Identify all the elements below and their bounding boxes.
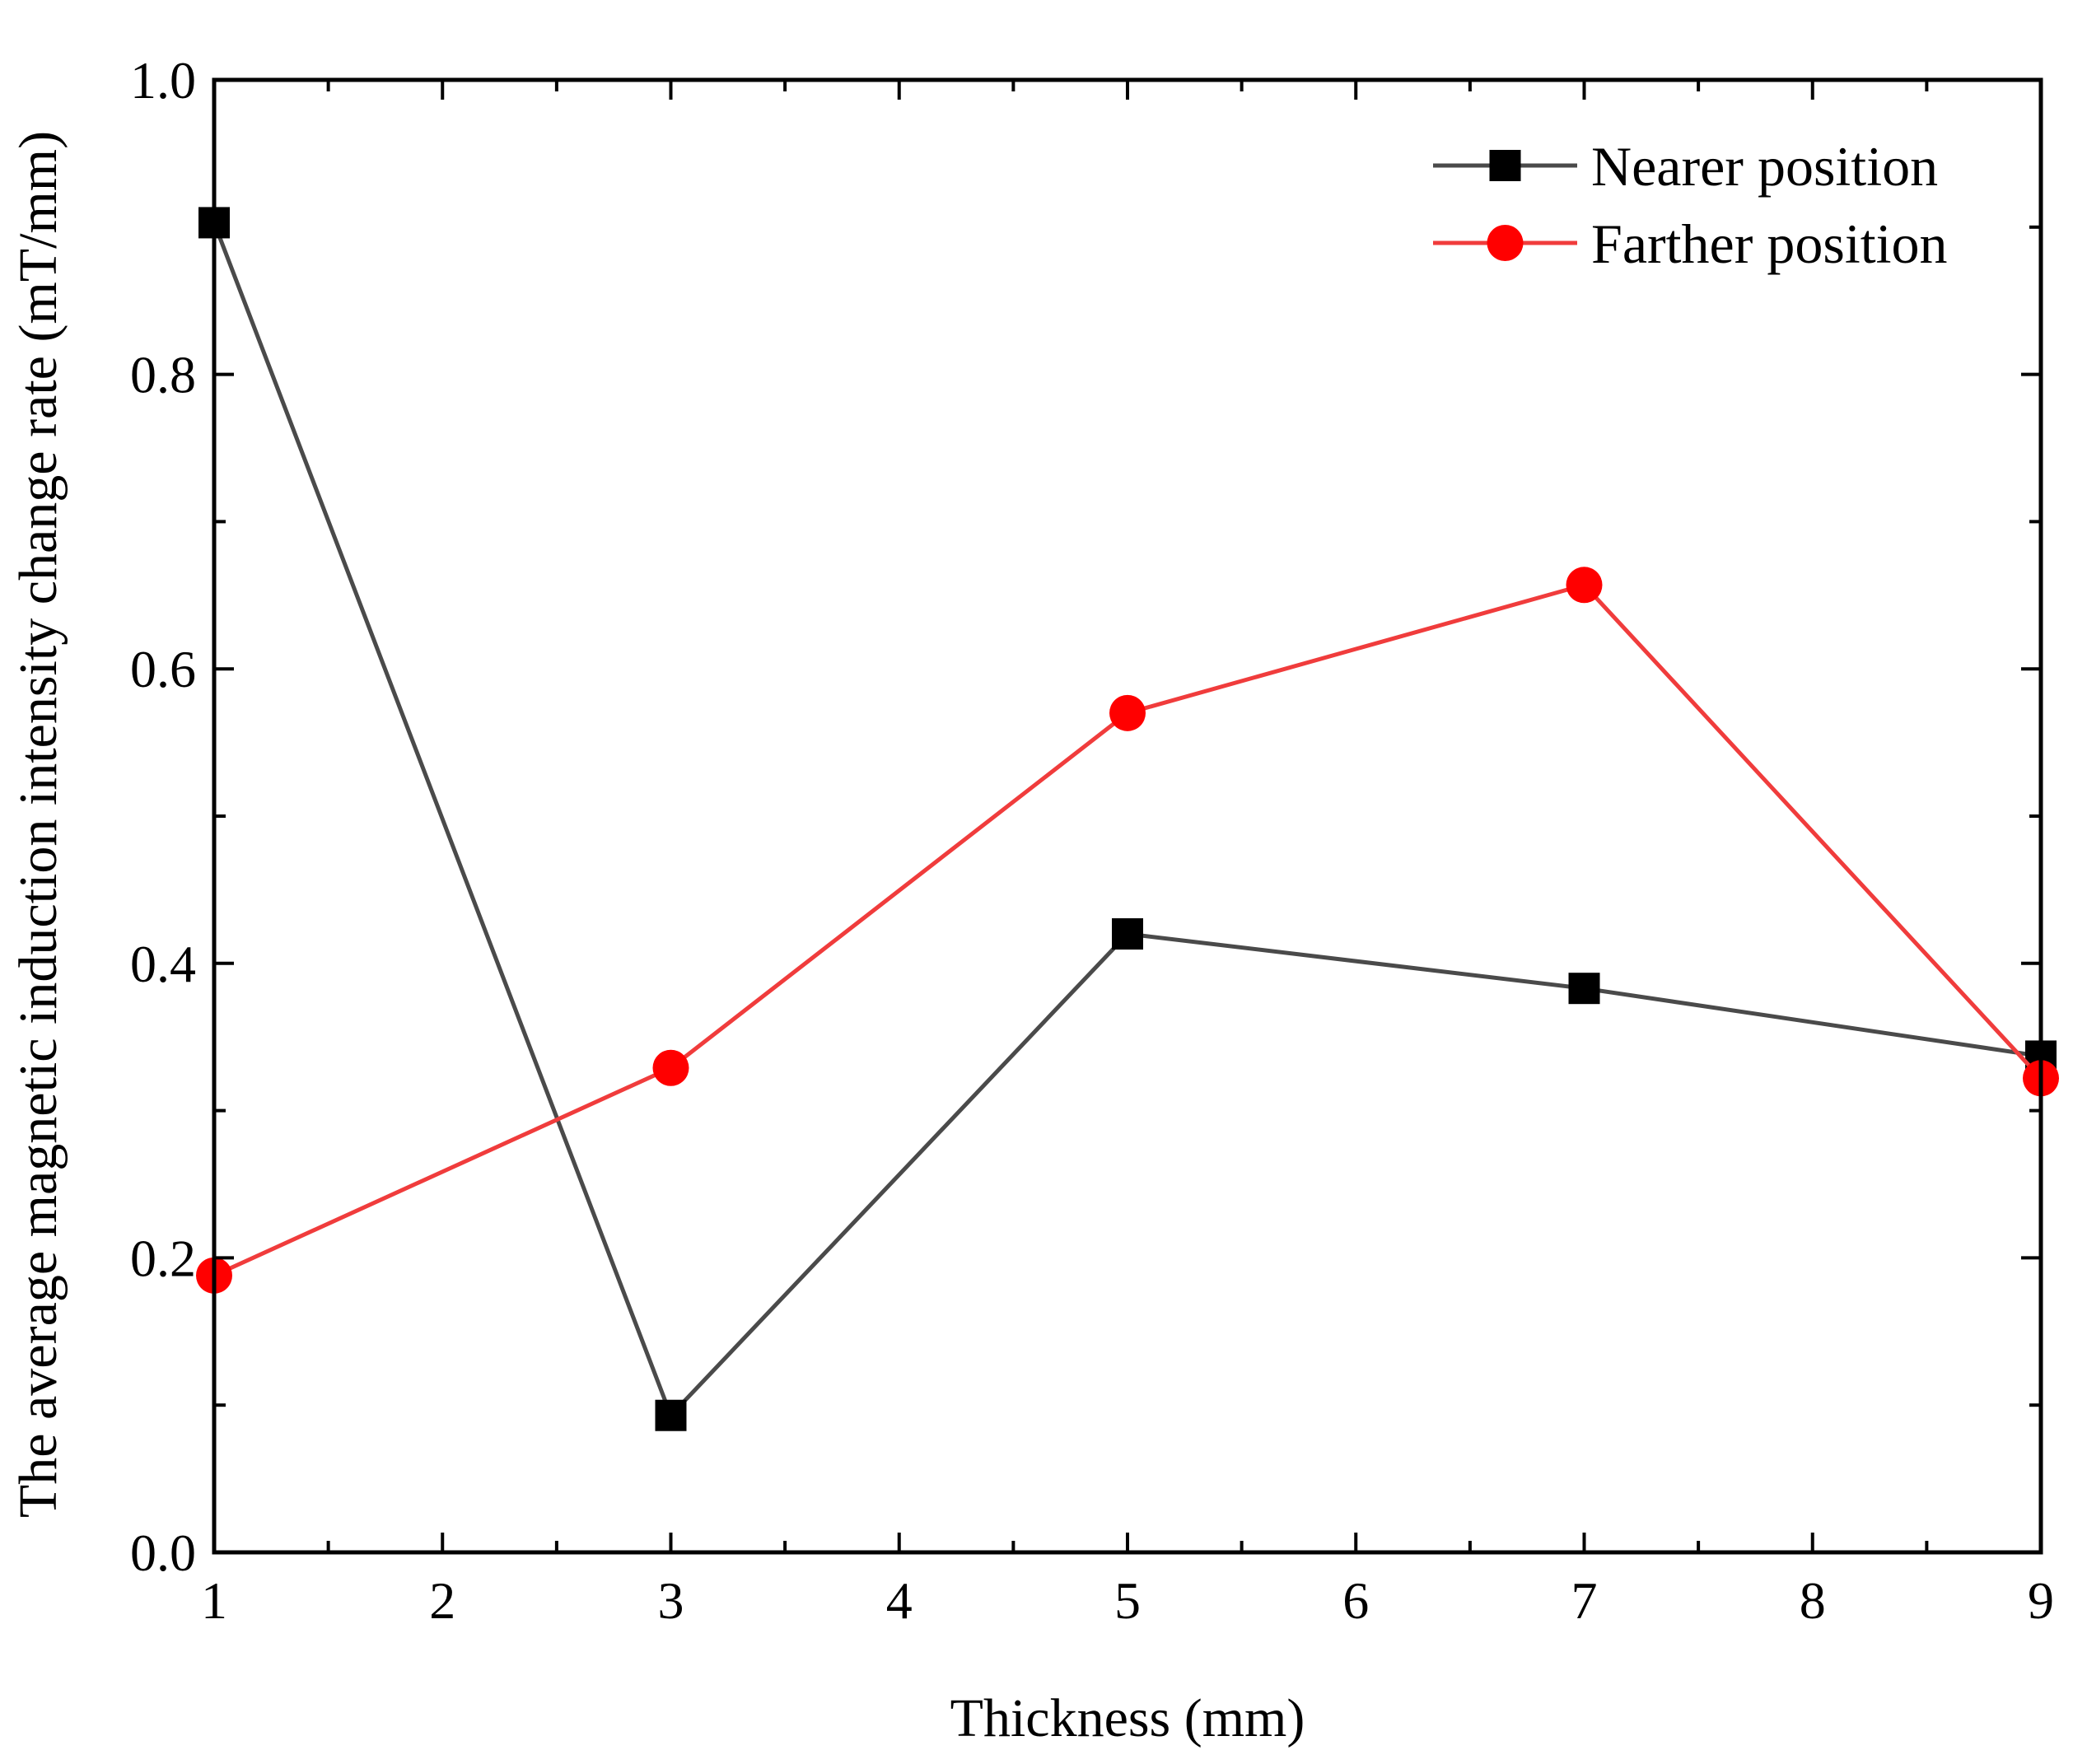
x-tick-label: 3 bbox=[658, 1571, 684, 1630]
x-tick-label: 5 bbox=[1114, 1571, 1141, 1630]
y-tick-label: 0.0 bbox=[130, 1524, 196, 1582]
data-point-circle bbox=[652, 1049, 689, 1086]
data-point-square bbox=[655, 1399, 687, 1431]
legend-marker-square bbox=[1489, 150, 1521, 181]
legend: Nearer position Farther position bbox=[1433, 135, 1948, 275]
x-tick-label: 9 bbox=[2028, 1571, 2054, 1630]
legend-label-2: Farther position bbox=[1591, 212, 1948, 275]
x-tick-label: 6 bbox=[1342, 1571, 1369, 1630]
legend-marker-circle bbox=[1487, 225, 1524, 261]
x-tick-label: 2 bbox=[429, 1571, 455, 1630]
data-point-circle bbox=[1109, 694, 1146, 731]
data-point-circle bbox=[1566, 567, 1603, 604]
y-tick-label: 1.0 bbox=[130, 51, 196, 110]
y-tick-label: 0.2 bbox=[130, 1229, 196, 1287]
x-axis-title: Thickness (mm) bbox=[950, 1688, 1305, 1748]
y-axis-title: The average magnetic induction intensity… bbox=[8, 131, 68, 1518]
x-tick-label: 7 bbox=[1571, 1571, 1598, 1630]
data-point-square bbox=[1112, 918, 1143, 950]
y-tick-label: 0.6 bbox=[130, 640, 196, 698]
y-tick-label: 0.8 bbox=[130, 346, 196, 404]
legend-label-1: Nearer position bbox=[1591, 135, 1938, 198]
x-tick-label: 8 bbox=[1800, 1571, 1826, 1630]
x-tick-label: 4 bbox=[886, 1571, 913, 1630]
data-point-square bbox=[1568, 973, 1600, 1005]
x-tick-label: 1 bbox=[201, 1571, 227, 1630]
y-tick-label: 0.4 bbox=[130, 935, 196, 993]
ticks-layer: 1 2 3 4 5 6 7 8 9 0.0 0.2 0.4 0.6 0.8 1.0 bbox=[130, 51, 2054, 1630]
